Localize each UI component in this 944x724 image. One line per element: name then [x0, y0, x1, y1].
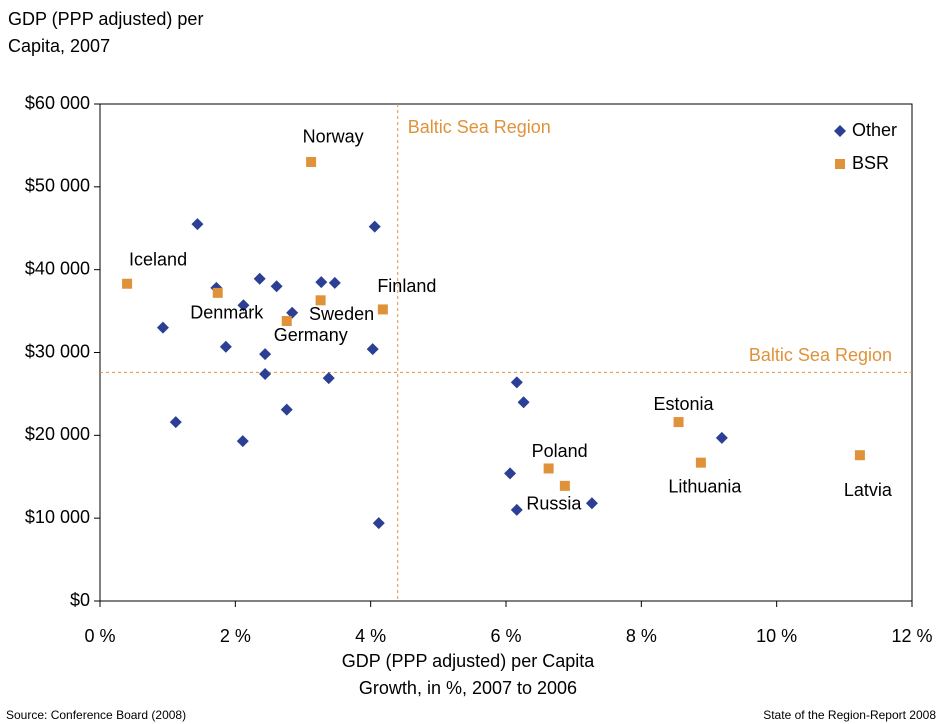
point [543, 463, 554, 474]
point [377, 304, 388, 315]
point-label: Germany [274, 325, 348, 345]
point-label: Lithuania [668, 476, 742, 496]
point [517, 396, 530, 409]
point [328, 276, 341, 289]
x-tick-label: 6 % [490, 626, 521, 646]
x-tick-label: 2 % [220, 626, 251, 646]
x-tick-label: 0 % [84, 626, 115, 646]
point-label: Estonia [654, 394, 715, 414]
x-axis-title: GDP (PPP adjusted) per Capita Growth, in … [342, 651, 595, 698]
point [854, 450, 865, 461]
y-tick-label: $60 000 [25, 93, 90, 113]
point [169, 416, 182, 429]
point [510, 503, 523, 516]
x-tick-label: 10 % [756, 626, 797, 646]
legend-marker [835, 159, 845, 169]
point [191, 218, 204, 231]
source: Source: Conference Board (2008) [6, 708, 186, 722]
point-label: Latvia [844, 480, 893, 500]
point-label: Sweden [309, 304, 374, 324]
point [253, 272, 266, 285]
legend-label: Other [852, 120, 897, 140]
point [259, 348, 272, 361]
legend-label: BSR [852, 153, 889, 173]
point [322, 372, 335, 385]
point [559, 480, 570, 491]
reference-label: Baltic Sea Region [749, 345, 892, 365]
y-tick-label: $30 000 [25, 341, 90, 361]
point [306, 156, 317, 167]
x-tick-label: 8 % [626, 626, 657, 646]
point [673, 417, 684, 428]
point [372, 517, 385, 530]
point [259, 368, 272, 381]
point-label: Russia [526, 494, 582, 514]
point [280, 403, 293, 416]
point-label: Iceland [129, 249, 187, 269]
legend-marker [834, 125, 846, 137]
point [281, 316, 292, 327]
point [315, 276, 328, 289]
point [219, 340, 232, 353]
y-tick-label: $40 000 [25, 258, 90, 278]
y-tick-label: $20 000 [25, 424, 90, 444]
point [715, 431, 728, 444]
y-tick-label: $10 000 [25, 507, 90, 527]
point [315, 295, 326, 306]
point [236, 435, 249, 448]
point [585, 497, 598, 510]
point [156, 321, 169, 334]
point-label: Poland [532, 441, 588, 461]
chart-title: GDP (PPP adjusted) per Capita, 2007 [8, 9, 203, 56]
point [368, 220, 381, 233]
x-tick-label: 12 % [891, 626, 932, 646]
reference-label: Baltic Sea Region [408, 117, 551, 137]
point [286, 306, 299, 319]
y-tick-label: $0 [70, 590, 90, 610]
point [212, 287, 223, 298]
point [366, 343, 379, 356]
footer: State of the Region-Report 2008 [763, 708, 936, 722]
point [270, 280, 283, 293]
point-label: Norway [303, 127, 364, 147]
point-label: Finland [377, 276, 436, 296]
point-label: Denmark [190, 303, 264, 323]
point [504, 467, 517, 480]
point [510, 376, 523, 389]
point [122, 278, 133, 289]
point [237, 299, 250, 312]
x-tick-label: 4 % [355, 626, 386, 646]
point [695, 457, 706, 468]
y-tick-label: $50 000 [25, 176, 90, 196]
